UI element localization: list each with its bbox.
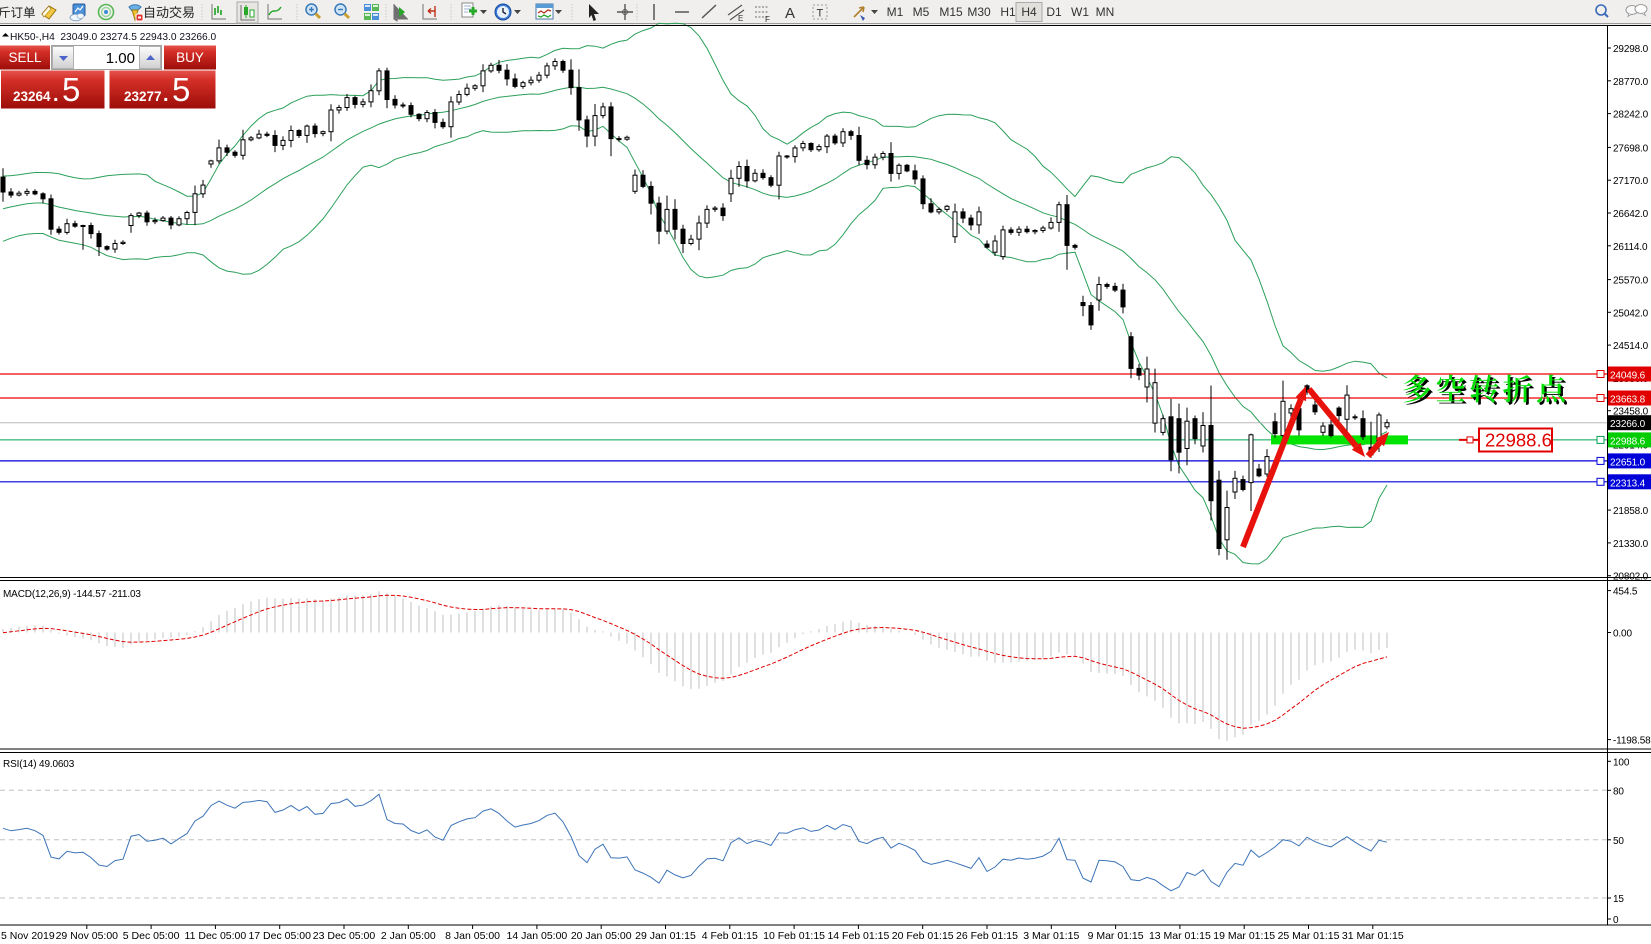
svg-text:0.00: 0.00 xyxy=(1613,629,1632,640)
svg-text:5: 5 xyxy=(62,71,80,108)
svg-text:100: 100 xyxy=(1613,757,1630,768)
svg-text:21858.0: 21858.0 xyxy=(1613,506,1649,517)
svg-text:22651.0: 22651.0 xyxy=(1610,457,1646,468)
svg-text:BUY: BUY xyxy=(176,50,204,65)
svg-text:RSI(14) 49.0603: RSI(14) 49.0603 xyxy=(3,759,75,770)
svg-text:0: 0 xyxy=(1613,915,1619,926)
svg-text:25 Mar 01:15: 25 Mar 01:15 xyxy=(1278,930,1340,942)
svg-text:26642.0: 26642.0 xyxy=(1613,209,1649,220)
svg-text:D1: D1 xyxy=(1046,5,1062,19)
svg-text:5 Dec 05:00: 5 Dec 05:00 xyxy=(123,930,180,942)
svg-text:23277: 23277 xyxy=(124,89,162,104)
svg-text:8 Jan 05:00: 8 Jan 05:00 xyxy=(445,930,500,942)
svg-text:H1: H1 xyxy=(1000,5,1016,19)
svg-text:22988.6: 22988.6 xyxy=(1485,430,1552,451)
svg-text:28242.0: 28242.0 xyxy=(1613,110,1649,121)
svg-text:23266.0: 23266.0 xyxy=(1610,419,1646,430)
svg-text:50: 50 xyxy=(1613,836,1624,847)
svg-text:26 Feb 01:15: 26 Feb 01:15 xyxy=(956,930,1018,942)
svg-text:.: . xyxy=(163,84,169,106)
svg-text:H4: H4 xyxy=(1021,5,1037,19)
svg-text:21330.0: 21330.0 xyxy=(1613,539,1649,550)
svg-text:28770.0: 28770.0 xyxy=(1613,77,1649,88)
svg-text:23264: 23264 xyxy=(13,89,51,104)
svg-text:5: 5 xyxy=(172,71,190,108)
svg-text:13 Mar 01:15: 13 Mar 01:15 xyxy=(1149,930,1211,942)
svg-text:M15: M15 xyxy=(939,5,963,19)
svg-text:5 Nov 2019: 5 Nov 2019 xyxy=(1,930,55,942)
svg-text:22313.4: 22313.4 xyxy=(1610,478,1646,489)
svg-text:25570.0: 25570.0 xyxy=(1613,276,1649,287)
svg-text:23 Dec 05:00: 23 Dec 05:00 xyxy=(313,930,376,942)
svg-text:29 Jan 01:15: 29 Jan 01:15 xyxy=(635,930,696,942)
svg-text:17 Dec 05:00: 17 Dec 05:00 xyxy=(248,930,311,942)
svg-text:23663.8: 23663.8 xyxy=(1610,395,1646,406)
svg-text:29 Nov 05:00: 29 Nov 05:00 xyxy=(56,930,119,942)
svg-text:A: A xyxy=(785,5,795,22)
svg-text:27170.0: 27170.0 xyxy=(1613,176,1649,187)
svg-text:M5: M5 xyxy=(913,5,930,19)
svg-text:-1198.58: -1198.58 xyxy=(1613,736,1651,747)
svg-text:31 Mar 01:15: 31 Mar 01:15 xyxy=(1342,930,1404,942)
svg-text:SELL: SELL xyxy=(8,50,42,65)
svg-text:14 Feb 01:15: 14 Feb 01:15 xyxy=(827,930,889,942)
svg-text:W1: W1 xyxy=(1071,5,1089,19)
svg-text:MACD(12,26,9) -144.57 -211.03: MACD(12,26,9) -144.57 -211.03 xyxy=(3,589,141,600)
svg-text:25042.0: 25042.0 xyxy=(1613,308,1649,319)
svg-text:24049.6: 24049.6 xyxy=(1610,371,1646,382)
svg-text:M30: M30 xyxy=(967,5,991,19)
svg-text:M1: M1 xyxy=(887,5,904,19)
svg-text:15: 15 xyxy=(1613,894,1624,905)
svg-text:9 Mar 01:15: 9 Mar 01:15 xyxy=(1088,930,1144,942)
svg-text:T: T xyxy=(817,8,824,20)
svg-text:19 Mar 01:15: 19 Mar 01:15 xyxy=(1213,930,1275,942)
svg-text:1.00: 1.00 xyxy=(106,50,135,67)
svg-text:E: E xyxy=(738,14,743,23)
svg-text:3 Mar 01:15: 3 Mar 01:15 xyxy=(1023,930,1079,942)
svg-text:11 Dec 05:00: 11 Dec 05:00 xyxy=(185,930,247,942)
svg-text:4 Feb 01:15: 4 Feb 01:15 xyxy=(702,930,758,942)
svg-text:29298.0: 29298.0 xyxy=(1613,44,1649,55)
svg-text:20 Jan 05:00: 20 Jan 05:00 xyxy=(571,930,632,942)
svg-text:24514.0: 24514.0 xyxy=(1613,341,1649,352)
svg-text:14 Jan 05:00: 14 Jan 05:00 xyxy=(507,930,568,942)
svg-text:22988.6: 22988.6 xyxy=(1610,436,1646,447)
svg-text:27698.0: 27698.0 xyxy=(1613,143,1649,154)
svg-text:26114.0: 26114.0 xyxy=(1613,242,1648,253)
svg-text:F: F xyxy=(765,15,770,24)
svg-text:MN: MN xyxy=(1096,5,1115,19)
svg-text:20 Feb 01:15: 20 Feb 01:15 xyxy=(892,930,954,942)
svg-text:HK50-,H4 23049.0 23274.5 2294: HK50-,H4 23049.0 23274.5 22943.0 23266.0 xyxy=(10,32,217,43)
svg-text:454.5: 454.5 xyxy=(1613,587,1638,598)
svg-text:23458.0: 23458.0 xyxy=(1613,407,1649,418)
svg-text:10 Feb 01:15: 10 Feb 01:15 xyxy=(763,930,825,942)
svg-text:2 Jan 05:00: 2 Jan 05:00 xyxy=(381,930,436,942)
svg-text:.: . xyxy=(53,84,59,106)
svg-text:80: 80 xyxy=(1613,786,1624,797)
